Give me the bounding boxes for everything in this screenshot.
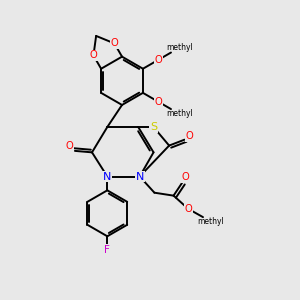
Text: O: O: [90, 50, 97, 61]
Text: methyl: methyl: [166, 43, 193, 52]
Text: S: S: [150, 122, 157, 132]
Text: O: O: [154, 97, 162, 107]
Text: O: O: [186, 131, 194, 141]
Text: F: F: [104, 244, 110, 254]
Text: O: O: [184, 204, 192, 214]
Text: O: O: [154, 55, 162, 65]
Text: methyl: methyl: [166, 109, 193, 118]
Text: O: O: [182, 172, 189, 182]
Text: N: N: [103, 172, 112, 182]
Text: methyl: methyl: [197, 217, 224, 226]
Text: N: N: [136, 172, 144, 182]
Text: O: O: [66, 142, 74, 152]
Text: O: O: [110, 38, 118, 48]
